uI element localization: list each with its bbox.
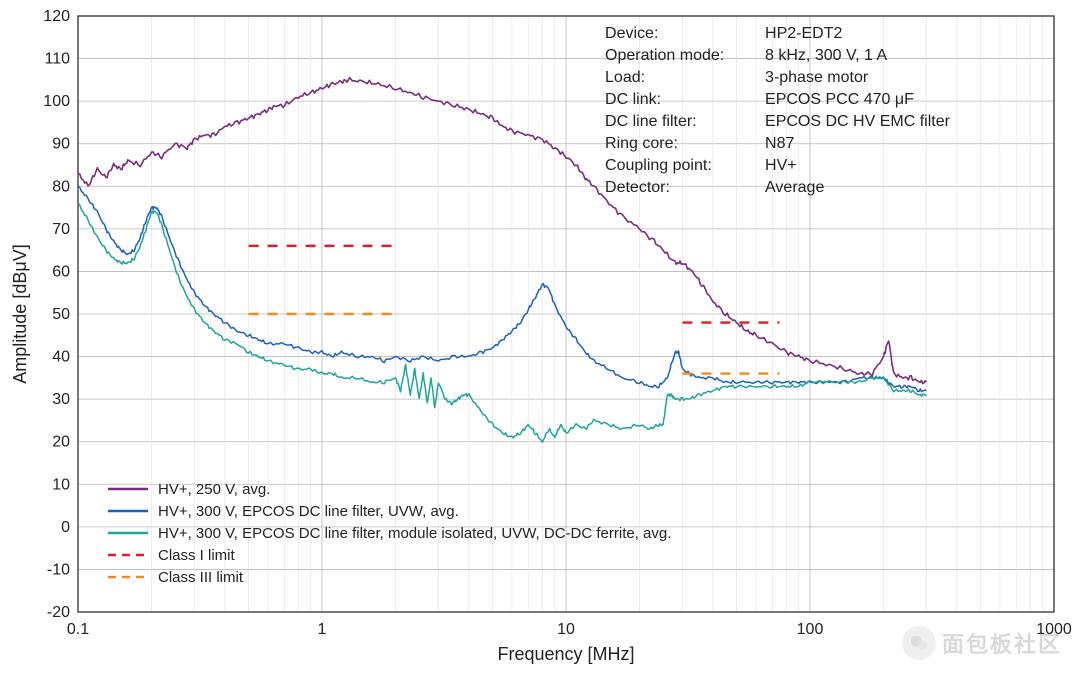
x-axis-label: Frequency [MHz] bbox=[497, 644, 634, 664]
svg-text:10: 10 bbox=[557, 621, 575, 638]
legend-label: Class III limit bbox=[158, 569, 244, 586]
svg-text:110: 110 bbox=[44, 51, 70, 68]
info-key: Load: bbox=[605, 69, 645, 86]
svg-text:50: 50 bbox=[52, 306, 70, 323]
legend-label: HV+, 250 V, avg. bbox=[158, 481, 270, 498]
svg-text:100: 100 bbox=[43, 93, 70, 110]
emc-spectrum-chart: -20-1001020304050607080901001101200.1110… bbox=[0, 0, 1080, 678]
svg-text:30: 30 bbox=[52, 391, 70, 408]
svg-text:90: 90 bbox=[52, 136, 70, 153]
info-key: Operation mode: bbox=[605, 47, 724, 64]
svg-text:-10: -10 bbox=[47, 561, 70, 578]
chart-svg: -20-1001020304050607080901001101200.1110… bbox=[0, 0, 1080, 678]
info-value: 8 kHz, 300 V, 1 A bbox=[765, 47, 887, 64]
svg-text:40: 40 bbox=[52, 349, 70, 366]
info-key: Detector: bbox=[605, 179, 670, 196]
info-value: N87 bbox=[765, 135, 794, 152]
info-key: DC link: bbox=[605, 91, 661, 108]
info-key: Coupling point: bbox=[605, 157, 712, 174]
info-value: EPCOS DC HV EMC filter bbox=[765, 113, 951, 130]
svg-text:70: 70 bbox=[52, 221, 70, 238]
wechat-icon bbox=[902, 626, 936, 660]
svg-text:0.1: 0.1 bbox=[67, 621, 89, 638]
legend-label: Class I limit bbox=[158, 547, 236, 564]
svg-text:1: 1 bbox=[318, 621, 327, 638]
info-key: Ring core: bbox=[605, 135, 678, 152]
legend-label: HV+, 300 V, EPCOS DC line filter, module… bbox=[158, 525, 671, 542]
svg-text:100: 100 bbox=[797, 621, 824, 638]
info-value: 3-phase motor bbox=[765, 69, 869, 86]
svg-text:20: 20 bbox=[52, 434, 70, 451]
svg-text:0: 0 bbox=[61, 519, 70, 536]
info-key: DC line filter: bbox=[605, 113, 697, 130]
info-value: EPCOS PCC 470 μF bbox=[765, 91, 914, 108]
y-axis-label: Amplitude [dBμV] bbox=[10, 244, 30, 383]
watermark: 面包板社区 bbox=[902, 626, 1062, 660]
info-value: HV+ bbox=[765, 157, 797, 174]
watermark-text: 面包板社区 bbox=[942, 627, 1062, 659]
svg-text:10: 10 bbox=[52, 476, 70, 493]
info-value: Average bbox=[765, 179, 824, 196]
svg-text:120: 120 bbox=[43, 8, 70, 25]
svg-text:60: 60 bbox=[52, 263, 70, 280]
info-key: Device: bbox=[605, 25, 658, 42]
svg-text:-20: -20 bbox=[47, 604, 70, 621]
legend-label: HV+, 300 V, EPCOS DC line filter, UVW, a… bbox=[158, 503, 459, 520]
info-value: HP2-EDT2 bbox=[765, 25, 842, 42]
svg-text:80: 80 bbox=[52, 178, 70, 195]
